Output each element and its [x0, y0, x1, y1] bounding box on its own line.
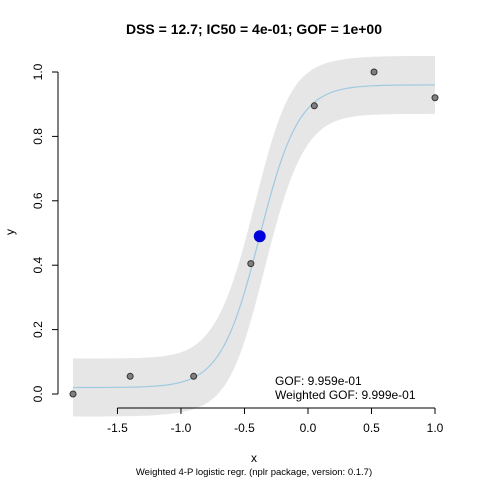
x-tick-label: 0.5 [363, 421, 380, 435]
y-tick-label: 0.6 [31, 192, 45, 209]
y-tick-label: 0.8 [31, 128, 45, 145]
fitted-curve [73, 84, 435, 389]
x-axis: -1.5 -1.0 -0.5 0.0 0.5 1.0 [107, 407, 444, 435]
x-axis-label: x [251, 451, 257, 465]
y-axis-label: y [3, 229, 17, 235]
x-tick-label: -1.0 [171, 421, 192, 435]
y-tick-label: 0.0 [31, 385, 45, 402]
weighted-gof-annotation: Weighted GOF: 9.999e-01 [275, 388, 416, 402]
data-point [310, 102, 318, 110]
gof-annotation: GOF: 9.959e-01 [275, 374, 362, 388]
ic50-point [253, 230, 266, 243]
y-tick-label: 1.0 [31, 63, 45, 80]
x-tick-label: -1.5 [107, 421, 128, 435]
y-tick-label: 0.2 [31, 321, 45, 338]
y-tick-label: 0.4 [31, 257, 45, 274]
data-point [370, 68, 378, 76]
data-point [69, 390, 77, 398]
plot-area [69, 55, 439, 417]
data-point [126, 372, 134, 380]
data-point [247, 260, 255, 268]
footer-caption: Weighted 4-P logistic regr. (nplr packag… [136, 467, 372, 478]
data-point [190, 372, 198, 380]
y-axis: 0.0 0.2 0.4 0.6 0.8 1.0 [31, 63, 59, 402]
chart-title: DSS = 12.7; IC50 = 4e-01; GOF = 1e+00 [126, 21, 382, 37]
x-tick-label: 0.0 [300, 421, 317, 435]
data-point [431, 94, 439, 102]
x-tick-label: 1.0 [427, 421, 444, 435]
x-tick-label: -0.5 [234, 421, 255, 435]
